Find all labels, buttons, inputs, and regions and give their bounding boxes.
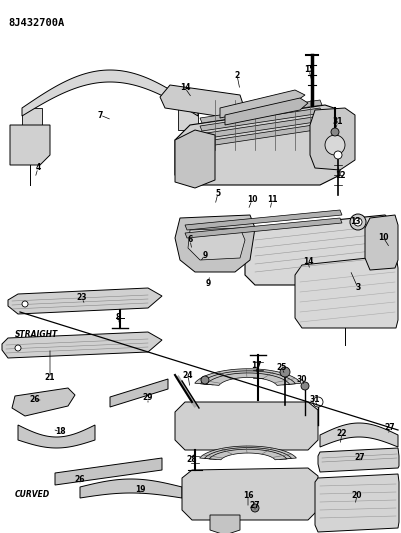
Text: 7: 7 bbox=[97, 110, 103, 119]
Polygon shape bbox=[160, 85, 245, 118]
Text: 5: 5 bbox=[215, 189, 221, 198]
Polygon shape bbox=[365, 215, 398, 270]
Polygon shape bbox=[18, 425, 95, 448]
Text: 2: 2 bbox=[234, 70, 240, 79]
Text: 17: 17 bbox=[251, 361, 261, 370]
Text: 31: 31 bbox=[333, 117, 343, 126]
Text: 25: 25 bbox=[277, 364, 287, 373]
Polygon shape bbox=[175, 105, 340, 185]
Polygon shape bbox=[245, 215, 395, 285]
Text: 26: 26 bbox=[75, 475, 85, 484]
Text: 20: 20 bbox=[352, 490, 362, 499]
Polygon shape bbox=[178, 108, 198, 130]
Polygon shape bbox=[188, 228, 245, 260]
Polygon shape bbox=[2, 332, 162, 358]
Polygon shape bbox=[200, 446, 296, 459]
Text: 26: 26 bbox=[30, 395, 40, 405]
Text: 30: 30 bbox=[297, 376, 307, 384]
Text: 29: 29 bbox=[143, 393, 153, 402]
Polygon shape bbox=[22, 70, 198, 116]
Polygon shape bbox=[295, 255, 398, 328]
Text: 3: 3 bbox=[355, 284, 360, 293]
Text: 10: 10 bbox=[378, 232, 388, 241]
Text: 10: 10 bbox=[247, 196, 257, 205]
Text: STRAIGHT: STRAIGHT bbox=[15, 330, 58, 339]
Text: 24: 24 bbox=[183, 370, 193, 379]
Text: 15: 15 bbox=[304, 66, 314, 75]
Circle shape bbox=[354, 218, 362, 226]
Polygon shape bbox=[195, 369, 301, 384]
Polygon shape bbox=[220, 90, 305, 118]
Polygon shape bbox=[8, 288, 162, 314]
Polygon shape bbox=[80, 479, 182, 498]
Circle shape bbox=[301, 382, 309, 390]
Text: 16: 16 bbox=[243, 490, 253, 499]
Circle shape bbox=[15, 345, 21, 351]
Circle shape bbox=[313, 397, 323, 407]
Text: 6: 6 bbox=[187, 236, 192, 245]
Polygon shape bbox=[318, 448, 399, 472]
Polygon shape bbox=[175, 215, 255, 272]
Text: 22: 22 bbox=[337, 429, 347, 438]
Polygon shape bbox=[200, 108, 322, 131]
Polygon shape bbox=[320, 423, 398, 447]
Text: 27: 27 bbox=[355, 454, 365, 463]
Text: 8J432700A: 8J432700A bbox=[8, 18, 64, 28]
Text: 27: 27 bbox=[250, 500, 260, 510]
Circle shape bbox=[201, 376, 209, 384]
Text: 4: 4 bbox=[35, 164, 41, 173]
Text: 18: 18 bbox=[55, 427, 65, 437]
Text: 28: 28 bbox=[187, 456, 197, 464]
Polygon shape bbox=[200, 100, 322, 123]
Text: 12: 12 bbox=[335, 171, 345, 180]
Circle shape bbox=[334, 151, 342, 159]
Polygon shape bbox=[200, 371, 296, 385]
Polygon shape bbox=[175, 130, 215, 188]
Text: 19: 19 bbox=[135, 486, 145, 495]
Polygon shape bbox=[205, 448, 292, 459]
Text: 21: 21 bbox=[45, 374, 55, 383]
Text: 13: 13 bbox=[350, 217, 360, 227]
Text: 8: 8 bbox=[115, 313, 121, 322]
Text: 11: 11 bbox=[267, 196, 277, 205]
Polygon shape bbox=[310, 108, 355, 170]
Polygon shape bbox=[315, 474, 399, 532]
Text: 23: 23 bbox=[77, 294, 87, 303]
Text: CURVED: CURVED bbox=[15, 490, 50, 499]
Polygon shape bbox=[200, 116, 322, 139]
Polygon shape bbox=[22, 108, 42, 130]
Text: 9: 9 bbox=[203, 251, 208, 260]
Text: 9: 9 bbox=[205, 279, 211, 287]
Circle shape bbox=[280, 367, 290, 377]
Polygon shape bbox=[182, 468, 318, 520]
Text: 31: 31 bbox=[310, 395, 320, 405]
Polygon shape bbox=[175, 402, 318, 450]
Polygon shape bbox=[207, 373, 290, 385]
Circle shape bbox=[331, 128, 339, 136]
Polygon shape bbox=[10, 125, 50, 165]
Polygon shape bbox=[225, 98, 308, 125]
Polygon shape bbox=[185, 210, 342, 230]
Polygon shape bbox=[12, 388, 75, 416]
Polygon shape bbox=[209, 449, 287, 460]
Polygon shape bbox=[200, 124, 322, 147]
Circle shape bbox=[22, 301, 28, 307]
Text: 14: 14 bbox=[303, 257, 313, 266]
Polygon shape bbox=[110, 379, 168, 407]
Polygon shape bbox=[55, 458, 162, 485]
Circle shape bbox=[350, 214, 366, 230]
Polygon shape bbox=[185, 218, 342, 238]
Text: 27: 27 bbox=[385, 424, 395, 432]
Text: 14: 14 bbox=[180, 84, 190, 93]
Circle shape bbox=[251, 504, 259, 512]
Polygon shape bbox=[210, 515, 240, 533]
Circle shape bbox=[325, 135, 345, 155]
